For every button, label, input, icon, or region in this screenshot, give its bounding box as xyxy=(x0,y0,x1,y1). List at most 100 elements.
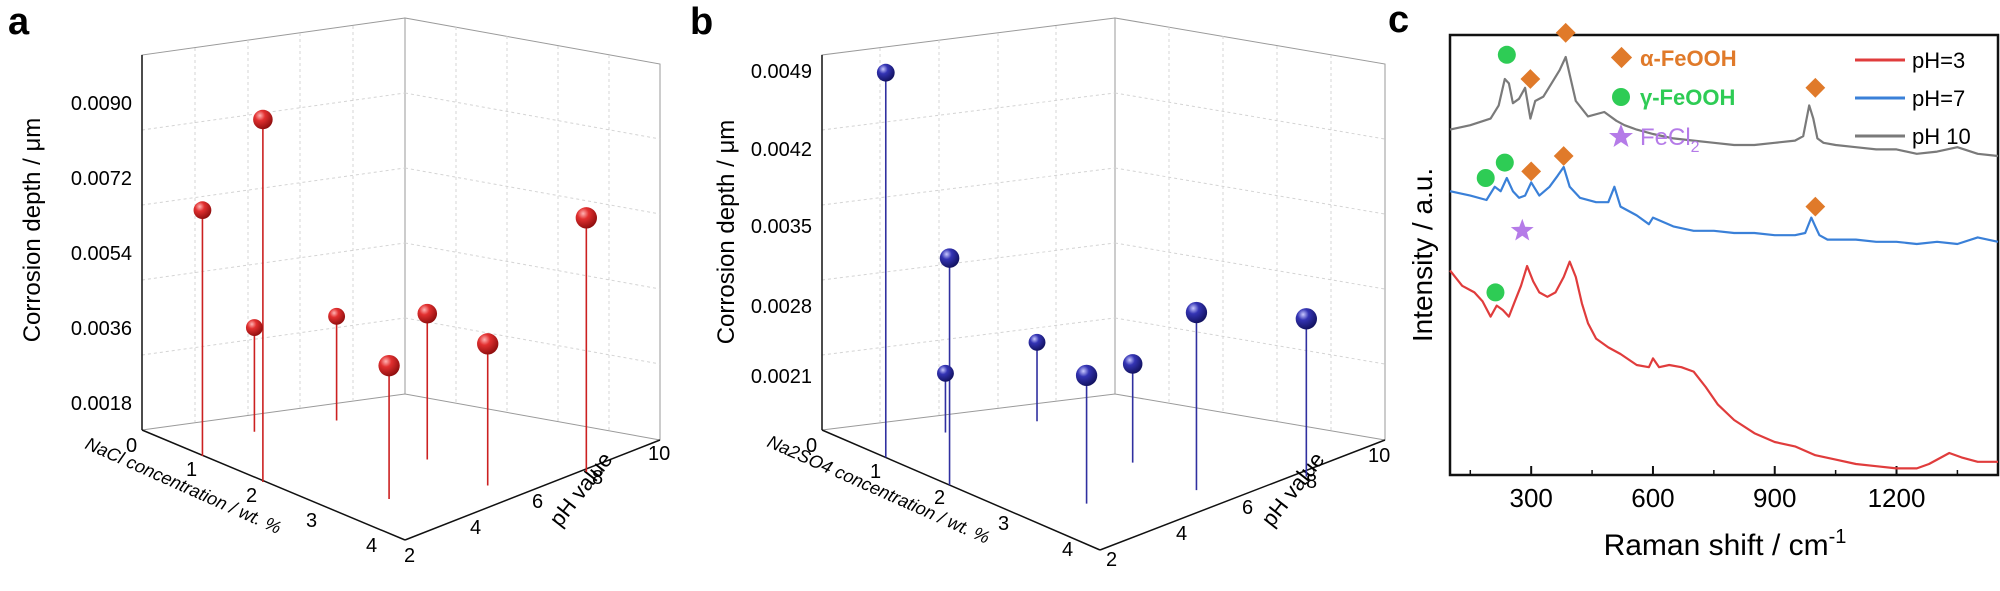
panel-c-raman-chart: 300 600 900 1200 α-FeOOH γ-FeOOH FeCl2 pH=3… xyxy=(1407,22,2000,562)
diamond-icon xyxy=(1610,46,1633,69)
alpha-feooh-marker xyxy=(1805,196,1826,217)
x-tick: 2 xyxy=(246,485,257,507)
panel-a-z-label: Corrosion depth / μm xyxy=(19,118,46,343)
panel-a-y-label: pH value xyxy=(544,447,617,531)
alpha-feooh-marker xyxy=(1521,161,1542,182)
x-tick: 3 xyxy=(998,513,1009,535)
panel-b-front-axes xyxy=(821,55,1386,551)
panel-label-a: a xyxy=(8,1,30,43)
panel-b-x-ticks: 0 1 2 3 4 xyxy=(806,435,1073,561)
x-tick: 2 xyxy=(934,487,945,509)
legend-label-ph3: pH=3 xyxy=(1912,48,1965,73)
data-point-sphere xyxy=(1295,308,1318,330)
y-tick: 2 xyxy=(404,545,415,567)
z-tick: 0.0054 xyxy=(71,243,132,265)
panel-c-x-label-base: Raman shift / cm xyxy=(1604,529,1829,562)
z-tick: 0.0090 xyxy=(71,93,132,115)
panel-b-gridlines xyxy=(821,26,1386,431)
z-tick: 0.0072 xyxy=(71,168,132,190)
y-tick: 2 xyxy=(1106,549,1117,571)
panel-a-z-ticks: 0.0018 0.0036 0.0054 0.0072 0.0090 xyxy=(71,93,132,415)
data-point-sphere xyxy=(876,63,895,82)
data-point-sphere xyxy=(193,201,212,220)
panel-b-y-label: pH value xyxy=(1256,447,1329,531)
data-point-sphere xyxy=(245,319,263,337)
z-tick: 0.0028 xyxy=(751,296,812,318)
x-tick-label: 600 xyxy=(1631,483,1674,513)
data-point-sphere xyxy=(477,333,499,355)
data-point-sphere xyxy=(575,207,597,229)
panel-a-axes-box xyxy=(141,17,661,441)
panel-c-marker-legend: α-FeOOH γ-FeOOH FeCl2 xyxy=(1609,46,1737,156)
panel-c-x-ticks: 300 600 900 1200 xyxy=(1469,466,1959,513)
y-tick: 6 xyxy=(1242,497,1253,519)
data-point-sphere xyxy=(1185,301,1208,324)
panel-label-b: b xyxy=(690,1,713,43)
x-tick: 0 xyxy=(806,435,817,457)
z-tick: 0.0035 xyxy=(751,216,812,238)
alpha-feooh-marker xyxy=(1555,22,1576,43)
x-tick: 1 xyxy=(870,461,881,483)
x-tick-label: 1200 xyxy=(1868,483,1926,513)
z-tick: 0.0049 xyxy=(751,61,812,83)
gamma-feooh-marker xyxy=(1476,169,1495,187)
alpha-feooh-marker xyxy=(1520,69,1541,89)
data-point-sphere xyxy=(937,364,954,382)
panel-c-x-label-sup: -1 xyxy=(1829,526,1847,548)
y-tick: 4 xyxy=(470,517,481,539)
fecl2-marker xyxy=(1510,218,1534,241)
z-tick: 0.0042 xyxy=(751,139,812,161)
alpha-feooh-marker xyxy=(1805,77,1826,98)
data-point-sphere xyxy=(1028,333,1046,351)
panel-b-3d-chart: 0.0021 0.0028 0.0035 0.0042 0.0049 0 1 2… xyxy=(713,17,1390,571)
legend-fecl2-base: FeCl xyxy=(1640,124,1691,151)
panel-a-front-axes xyxy=(141,55,661,541)
x-tick: 0 xyxy=(126,435,137,457)
panel-a-gridlines xyxy=(141,26,661,431)
panel-a-points xyxy=(193,109,597,499)
y-tick: 10 xyxy=(648,443,670,465)
x-tick: 4 xyxy=(366,535,377,557)
y-tick: 10 xyxy=(1368,445,1390,467)
panel-a-x-ticks: 0 1 2 3 4 xyxy=(126,435,377,557)
x-tick: 3 xyxy=(306,510,317,532)
y-tick: 4 xyxy=(1176,523,1187,545)
panel-b-z-ticks: 0.0021 0.0028 0.0035 0.0042 0.0049 xyxy=(751,61,812,388)
panel-c-series xyxy=(1449,55,1999,470)
alpha-feooh-marker xyxy=(1553,146,1574,166)
panel-b-y-ticks: 2 4 6 8 10 xyxy=(1106,445,1390,571)
series-line xyxy=(1449,55,1999,158)
x-tick-label: 900 xyxy=(1753,483,1796,513)
panel-a-3d-chart: 0.0018 0.0036 0.0054 0.0072 0.0090 0 1 2… xyxy=(19,17,670,567)
panel-c-peak-markers xyxy=(1476,22,1826,302)
y-tick: 6 xyxy=(532,491,543,513)
panel-c-y-label: Intensity / a.u. xyxy=(1407,168,1438,342)
y-tick: 8 xyxy=(1306,471,1317,493)
series-line xyxy=(1449,260,1998,470)
panel-label-c: c xyxy=(1388,0,1409,41)
data-point-sphere xyxy=(1122,354,1143,374)
data-point-sphere xyxy=(939,248,960,268)
panel-b-axes-box xyxy=(821,17,1386,441)
x-tick: 1 xyxy=(186,459,197,481)
data-point-sphere xyxy=(378,355,400,377)
legend-fecl2: FeCl2 xyxy=(1640,124,1700,156)
panel-b-z-label: Corrosion depth / μm xyxy=(713,120,740,345)
data-point-sphere xyxy=(417,303,438,324)
gamma-feooh-marker xyxy=(1497,45,1516,64)
series-line xyxy=(1449,165,1999,246)
panel-c-line-legend: pH=3 pH=7 pH 10 xyxy=(1855,48,1971,149)
legend-fecl2-sub: 2 xyxy=(1691,139,1700,156)
data-point-sphere xyxy=(253,109,273,130)
gamma-feooh-marker xyxy=(1486,283,1505,302)
panel-c-x-label: Raman shift / cm-1 xyxy=(1604,526,1847,562)
panel-c-plot-frame xyxy=(1448,33,2000,477)
star-icon xyxy=(1609,124,1633,147)
z-tick: 0.0021 xyxy=(751,366,812,388)
legend-label-ph10: pH 10 xyxy=(1912,124,1971,149)
panel-b-points xyxy=(876,63,1318,504)
circle-icon xyxy=(1612,88,1630,106)
panel-a-y-ticks: 2 4 6 8 10 xyxy=(404,443,670,567)
x-tick: 4 xyxy=(1062,539,1073,561)
